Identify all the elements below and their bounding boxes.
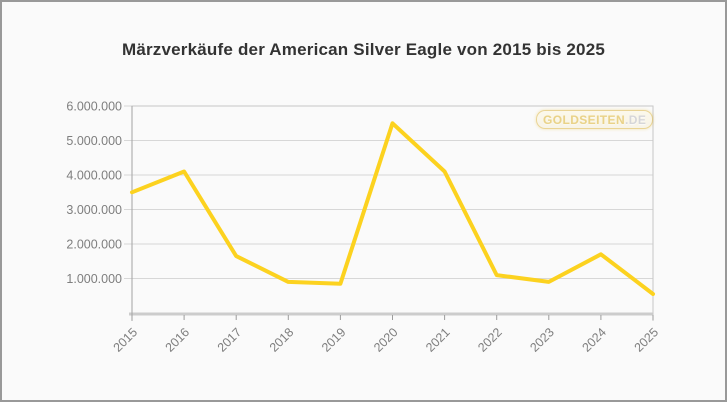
x-tick-label: 2015 <box>111 325 141 355</box>
y-tick-label: 3.000.000 <box>66 203 122 217</box>
goldseiten-watermark: GOLDSEITEN .DE <box>536 110 654 129</box>
watermark-suffix: .DE <box>625 112 647 127</box>
chart-title: Märzverkäufe der American Silver Eagle v… <box>121 40 606 59</box>
y-tick-label: 2.000.000 <box>66 238 122 252</box>
x-tick-label: 2025 <box>632 325 662 355</box>
x-tick-label: 2018 <box>267 325 297 355</box>
y-tick-label: 4.000.000 <box>66 169 122 183</box>
y-tick-label: 5.000.000 <box>66 134 122 148</box>
x-tick-label: 2024 <box>579 325 609 355</box>
x-tick-label: 2016 <box>163 325 193 355</box>
x-tick-label: 2022 <box>475 325 505 355</box>
y-tick-label: 6.000.000 <box>66 100 122 114</box>
sales-line <box>130 121 655 296</box>
x-tick-label: 2017 <box>215 325 245 355</box>
y-tick-label: 1.000.000 <box>66 272 122 286</box>
x-tick-label: 2020 <box>371 325 401 355</box>
watermark-brand: GOLDSEITEN <box>543 112 626 127</box>
x-tick-label: 2021 <box>423 325 453 355</box>
x-tick-label: 2023 <box>527 325 557 355</box>
x-tick-label: 2019 <box>319 325 349 355</box>
